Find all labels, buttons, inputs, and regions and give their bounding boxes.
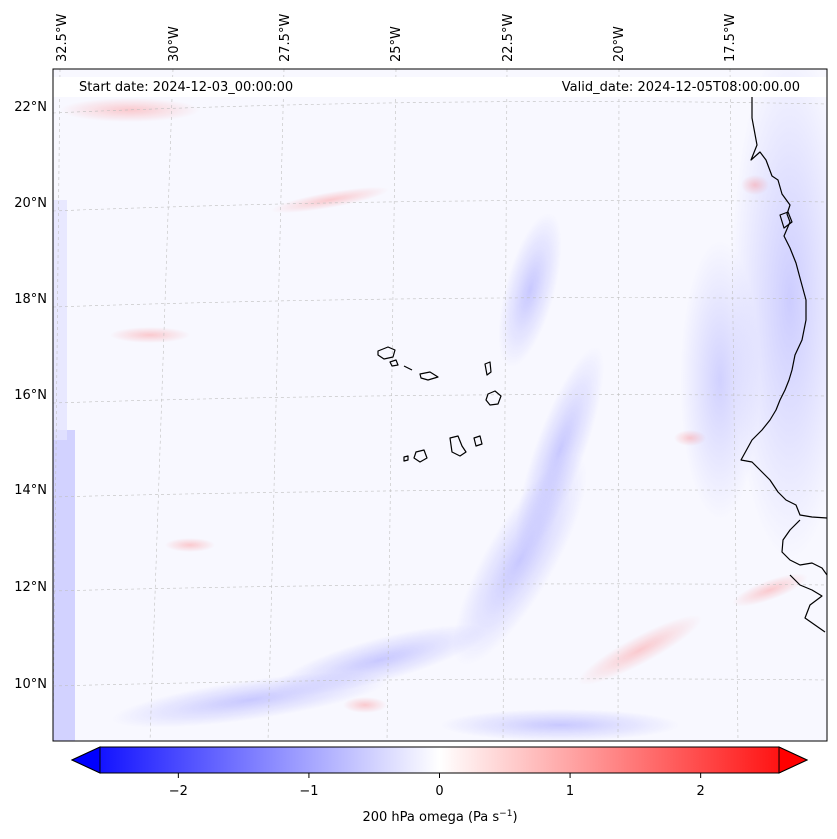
- lon-label: 32.5°W: [55, 14, 70, 62]
- lat-label: 12°N: [14, 580, 47, 595]
- latitude-labels: 22°N 20°N 18°N 16°N 14°N 12°N 10°N: [14, 100, 47, 692]
- start-date-label: Start date: 2024-12-03_00:00:00: [79, 80, 293, 95]
- colorbar-body: [70, 746, 809, 774]
- valid-date-label: Valid_date: 2024-12-05T08:00:00.00: [562, 80, 800, 95]
- colorbar-tick-label: 1: [566, 784, 574, 799]
- lat-label: 22°N: [14, 100, 47, 115]
- colorbar-tick-label: −2: [169, 784, 188, 799]
- colorbar-tick-label: 0: [435, 784, 443, 799]
- longitude-labels: 32.5°W 30°W 27.5°W 25°W 22.5°W 20°W 17.5…: [55, 14, 738, 62]
- lat-label: 18°N: [14, 292, 47, 307]
- omega-field: [53, 69, 827, 741]
- colorbar: −2 −1 0 1 2 200 hPa omega (Pa s−1): [70, 746, 809, 825]
- lon-label: 20°W: [612, 26, 627, 62]
- colorbar-tick-label: −1: [299, 784, 318, 799]
- colorbar-extend-min: [70, 746, 101, 774]
- graticule: [53, 69, 827, 741]
- lat-label: 20°N: [14, 196, 47, 211]
- colorbar-tick-label: 2: [697, 784, 705, 799]
- coastline: [377, 97, 827, 633]
- lat-label: 16°N: [14, 388, 47, 403]
- lon-label: 27.5°W: [278, 14, 293, 62]
- lat-label: 14°N: [14, 483, 47, 498]
- colorbar-extend-max: [778, 746, 809, 774]
- lon-label: 30°W: [167, 26, 182, 62]
- colorbar-label: 200 hPa omega (Pa s−1): [362, 809, 517, 825]
- lon-label: 22.5°W: [501, 14, 516, 62]
- lat-label: 10°N: [14, 677, 47, 692]
- lon-label: 17.5°W: [723, 14, 738, 62]
- lon-label: 25°W: [389, 26, 404, 62]
